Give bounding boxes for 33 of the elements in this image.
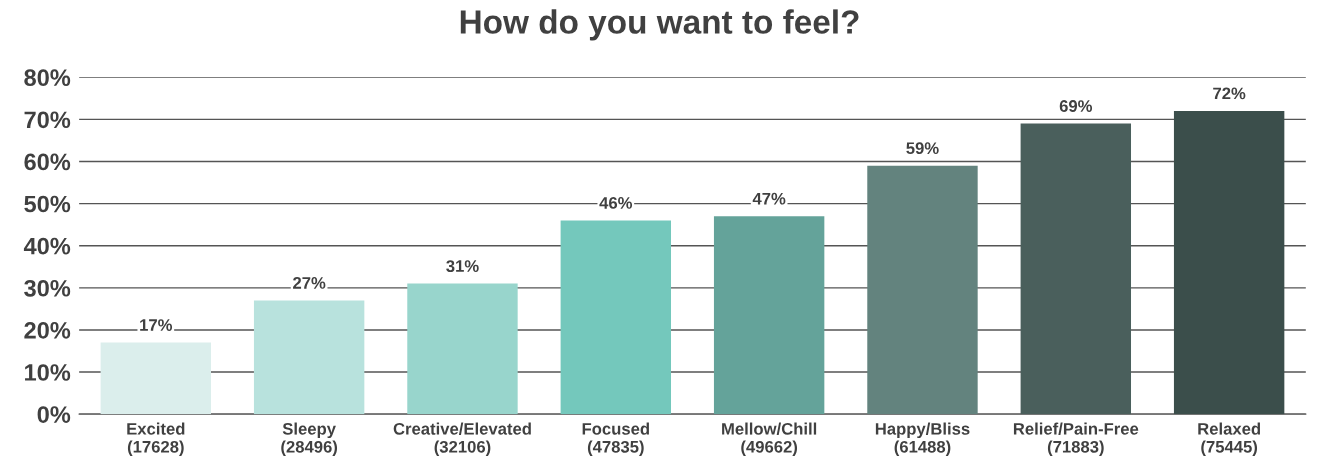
y-tick-label: 20% xyxy=(24,322,71,339)
bar xyxy=(713,216,825,415)
y-tick-label: 40% xyxy=(23,237,71,255)
data-label: 47% xyxy=(752,192,786,205)
y-tick-label: 70% xyxy=(24,111,71,129)
x-tick-label: Creative/Elevated (32106) xyxy=(393,422,531,456)
x-tick-label: Happy/Bliss (61488) xyxy=(875,422,970,456)
bar xyxy=(1173,110,1285,415)
x-tick-label: Focused (47835) xyxy=(582,422,649,456)
data-label: 59% xyxy=(906,142,939,155)
bar xyxy=(253,300,365,415)
chart-title: How do you want to feel? xyxy=(460,9,859,41)
y-tick-label: 0% xyxy=(37,406,71,423)
data-label: 69% xyxy=(1059,100,1093,112)
bar xyxy=(867,165,978,415)
bar xyxy=(100,342,212,415)
data-label: 27% xyxy=(293,277,326,289)
data-label: 17% xyxy=(140,319,173,331)
y-tick-label: 60% xyxy=(24,153,71,171)
bar xyxy=(560,220,672,415)
y-tick-label: 80% xyxy=(24,69,71,87)
y-tick-label: 30% xyxy=(24,279,71,297)
x-tick-label: Excited (17628) xyxy=(127,422,185,456)
data-label: 46% xyxy=(599,197,633,209)
data-label: 72% xyxy=(1213,87,1246,100)
x-tick-label: Relief/Pain-Free (71883) xyxy=(1013,422,1139,456)
y-tick-label: 10% xyxy=(25,364,71,381)
x-tick-label: Sleepy (28496) xyxy=(281,422,338,456)
y-tick-label: 50% xyxy=(24,195,71,213)
data-label: 31% xyxy=(446,260,479,272)
x-tick-label: Relaxed (75445) xyxy=(1198,422,1261,456)
bar xyxy=(407,283,518,415)
x-tick-label: Mellow/Chill (49662) xyxy=(722,422,817,456)
